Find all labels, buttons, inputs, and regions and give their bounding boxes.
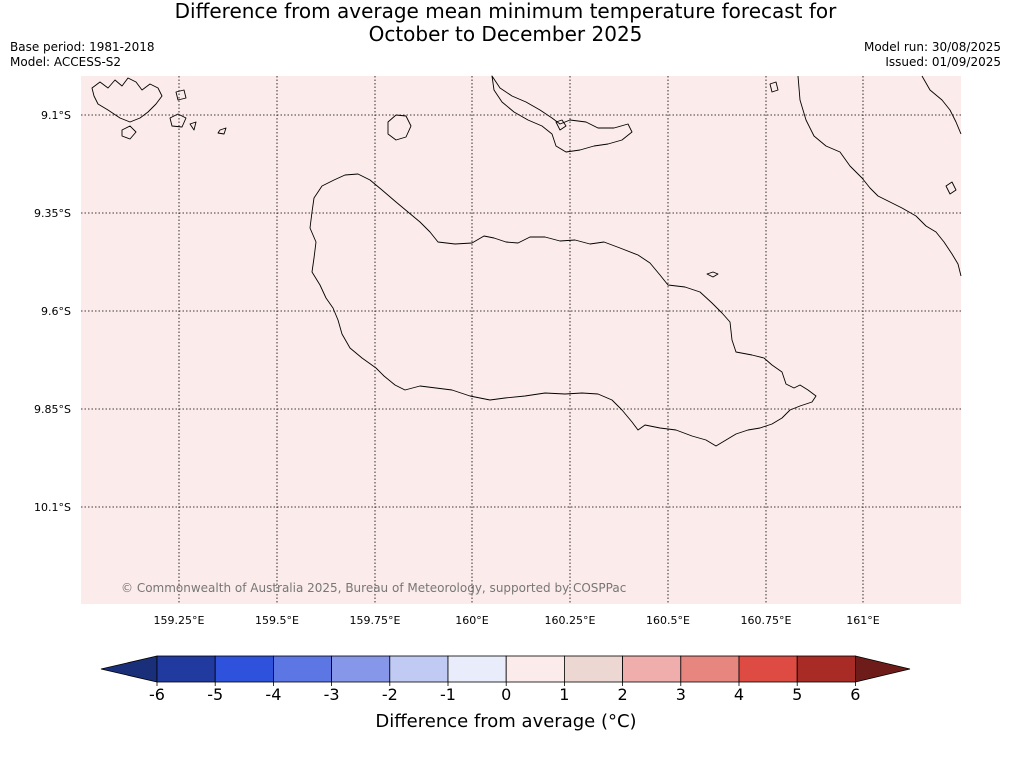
coastline-north-central-islet xyxy=(555,119,567,131)
copyright-notice: © Commonwealth of Australia 2025, Bureau… xyxy=(121,581,626,595)
colorbar-tick-label: 1 xyxy=(559,685,569,704)
colorbar-over-extension xyxy=(855,655,911,683)
colorbar-segment xyxy=(156,655,216,683)
colorbar-tick-label: -6 xyxy=(149,685,165,704)
longitude-label: 159.75°E xyxy=(350,614,401,627)
latitude-label: 9.85°S xyxy=(34,403,71,416)
colorbar-segment xyxy=(331,655,391,683)
chart-title: Difference from average mean minimum tem… xyxy=(0,0,1011,46)
longitude-label: 159.25°E xyxy=(154,614,205,627)
coastline-northwest-islet-4 xyxy=(189,121,197,131)
longitude-label: 160.25°E xyxy=(545,614,596,627)
colorbar-tick-label: 3 xyxy=(676,685,686,704)
colorbar-segment xyxy=(796,655,856,683)
colorbar-tick-label: 0 xyxy=(501,685,511,704)
colorbar-tick-label: 2 xyxy=(618,685,628,704)
map-background xyxy=(81,76,961,604)
coastline-northeast-islet xyxy=(945,181,957,195)
colorbar xyxy=(100,655,911,683)
model-run: Model run: 30/08/2025 xyxy=(863,40,1001,54)
colorbar-segment xyxy=(447,655,507,683)
longitude-label: 160.5°E xyxy=(646,614,690,627)
issued-date: Issued: 01/09/2025 xyxy=(885,55,1001,69)
colorbar-title: Difference from average (°C) xyxy=(375,711,636,732)
latitude-label: 9.35°S xyxy=(34,207,71,220)
coastline-northeast xyxy=(797,75,962,277)
colorbar-segment xyxy=(564,655,624,683)
coastline-main-island xyxy=(309,173,817,447)
longitude-labels: 159.25°E 159.5°E 159.75°E 160°E 160.25°E 160.… xyxy=(154,614,880,627)
meta-right: Model run: 30/08/2025 Issued: 01/09/2025 xyxy=(864,40,1001,70)
latitude-label: 9.1°S xyxy=(41,109,71,122)
colorbar-tick-label: -3 xyxy=(324,685,340,704)
colorbar-under-extension xyxy=(100,655,158,683)
coastline-northwest-islet-5 xyxy=(217,127,227,135)
colorbar-segment xyxy=(622,655,682,683)
title-line-1: Difference from average mean minimum tem… xyxy=(174,0,837,23)
colorbar-tick-label: 5 xyxy=(792,685,802,704)
colorbar-segment xyxy=(214,655,274,683)
colorbar-tick-label: -1 xyxy=(440,685,456,704)
meta-left: Base period: 1981-2018 Model: ACCESS-S2 xyxy=(10,40,155,70)
colorbar-tick-label: -2 xyxy=(382,685,398,704)
coastline-north-central-islands xyxy=(491,75,633,153)
colorbar-tick-label: -4 xyxy=(265,685,281,704)
latitude-labels: 9.1°S 9.35°S 9.6°S 9.85°S 10.1°S xyxy=(34,109,71,514)
colorbar-segment xyxy=(272,655,332,683)
longitude-label: 161°E xyxy=(846,614,879,627)
longitude-label: 160°E xyxy=(455,614,488,627)
colorbar-segment xyxy=(738,655,798,683)
colorbar-tick-labels: -6 -5 -4 -3 -2 -1 0 1 2 3 4 5 6 xyxy=(149,682,860,704)
colorbar-segment xyxy=(389,655,449,683)
coastline-northeast-islet-2 xyxy=(769,81,779,93)
colorbar-tick-label: -5 xyxy=(207,685,223,704)
base-period: Base period: 1981-2018 xyxy=(10,40,155,54)
latitude-label: 9.6°S xyxy=(41,305,71,318)
coastline-layer xyxy=(91,75,962,447)
latitude-label: 10.1°S xyxy=(34,501,71,514)
coastline-northwest-islet-1 xyxy=(121,125,137,140)
longitude-gridlines xyxy=(178,76,864,604)
longitude-label: 159.5°E xyxy=(255,614,299,627)
colorbar-segment xyxy=(680,655,740,683)
colorbar-segment xyxy=(505,655,565,683)
colorbar-tick-label: 4 xyxy=(734,685,744,704)
colorbar-tick-label: 6 xyxy=(850,685,860,704)
title-line-2: October to December 2025 xyxy=(368,22,643,46)
longitude-label: 160.75°E xyxy=(741,614,792,627)
coastline-round-islet xyxy=(387,114,412,141)
coastline-northwest-islands xyxy=(91,77,163,123)
model-name: Model: ACCESS-S2 xyxy=(10,55,122,69)
coastline-northeast-upper xyxy=(921,75,962,135)
coastline-small-islet xyxy=(706,271,719,278)
coastline-northwest-islet-3 xyxy=(175,89,187,101)
